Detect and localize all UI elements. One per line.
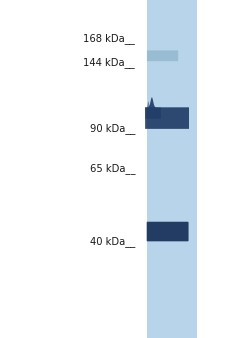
Text: 65 kDa__: 65 kDa__ bbox=[90, 164, 135, 174]
Text: 144 kDa__: 144 kDa__ bbox=[83, 57, 135, 68]
Bar bbox=[147, 0, 197, 338]
Text: 90 kDa__: 90 kDa__ bbox=[90, 123, 135, 134]
Text: 40 kDa__: 40 kDa__ bbox=[90, 236, 135, 247]
Polygon shape bbox=[145, 97, 189, 129]
FancyBboxPatch shape bbox=[147, 50, 178, 61]
Text: 168 kDa__: 168 kDa__ bbox=[83, 33, 135, 44]
Polygon shape bbox=[145, 101, 161, 119]
FancyBboxPatch shape bbox=[147, 222, 189, 241]
